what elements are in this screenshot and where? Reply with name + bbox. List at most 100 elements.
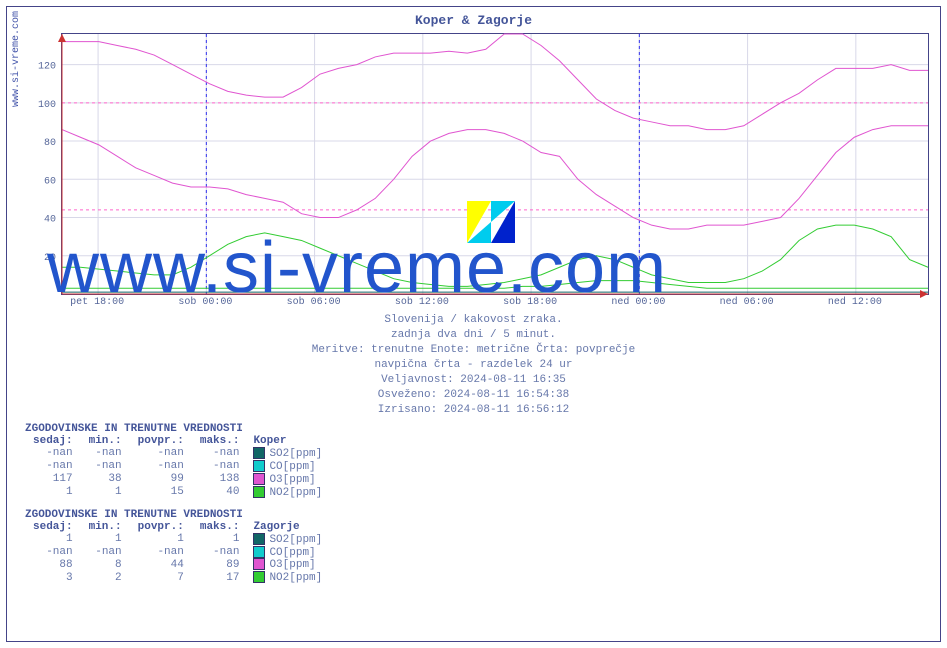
legend-cell: SO2[ppm] — [247, 533, 330, 546]
x-tick-label: sob 06:00 — [287, 297, 341, 308]
table-cell: 117 — [25, 473, 81, 486]
table-section-title: ZGODOVINSKE IN TRENUTNE VREDNOSTI — [25, 423, 330, 435]
svg-text:100: 100 — [38, 100, 56, 111]
chart-frame: www.si-vreme.com Koper & Zagorje 2040608… — [6, 6, 941, 642]
meta-range: zadnja dva dni / 5 minut. — [7, 328, 940, 343]
meta-settings: Meritve: trenutne Enote: metrične Črta: … — [7, 343, 940, 358]
table-group-name: Koper — [247, 435, 330, 447]
svg-text:120: 120 — [38, 62, 56, 73]
x-tick-label: sob 12:00 — [395, 297, 449, 308]
color-swatch-icon — [253, 473, 265, 485]
table-header: maks.: — [192, 435, 248, 447]
color-swatch-icon — [253, 460, 265, 472]
table-row: 8884489O3[ppm] — [25, 558, 330, 571]
table-cell: 15 — [130, 486, 192, 499]
legend-label: NO2[ppm] — [269, 572, 322, 584]
table-cell: -nan — [25, 546, 81, 559]
table-cell: -nan — [81, 447, 130, 460]
values-table: sedaj:min.:povpr.:maks.:Zagorje1111SO2[p… — [25, 521, 330, 585]
legend-label: CO[ppm] — [269, 461, 315, 473]
data-tables: ZGODOVINSKE IN TRENUTNE VREDNOSTIsedaj:m… — [25, 413, 330, 584]
table-row: -nan-nan-nan-nanCO[ppm] — [25, 460, 330, 473]
table-cell: -nan — [81, 460, 130, 473]
table-cell: 1 — [130, 533, 192, 546]
table-cell: 1 — [192, 533, 248, 546]
table-cell: 40 — [192, 486, 248, 499]
color-swatch-icon — [253, 447, 265, 459]
table-header: sedaj: — [25, 521, 81, 533]
values-table: sedaj:min.:povpr.:maks.:Koper-nan-nan-na… — [25, 435, 330, 499]
table-header: povpr.: — [130, 521, 192, 533]
color-swatch-icon — [253, 533, 265, 545]
svg-text:20: 20 — [44, 253, 56, 264]
table-cell: -nan — [130, 460, 192, 473]
chart-title: Koper & Zagorje — [7, 7, 940, 28]
table-cell: 3 — [25, 571, 81, 584]
meta-refreshed: Osveženo: 2024-08-11 16:54:38 — [7, 388, 940, 403]
x-tick-label: pet 18:00 — [70, 297, 124, 308]
color-swatch-icon — [253, 571, 265, 583]
x-tick-label: ned 12:00 — [828, 297, 882, 308]
table-header: maks.: — [192, 521, 248, 533]
table-cell: -nan — [130, 546, 192, 559]
table-cell: 1 — [81, 533, 130, 546]
color-swatch-icon — [253, 558, 265, 570]
table-cell: 38 — [81, 473, 130, 486]
table-group-name: Zagorje — [247, 521, 330, 533]
table-cell: -nan — [192, 546, 248, 559]
x-tick-label: ned 06:00 — [720, 297, 774, 308]
legend-cell: NO2[ppm] — [247, 571, 330, 584]
table-row: -nan-nan-nan-nanSO2[ppm] — [25, 447, 330, 460]
meta-source: Slovenija / kakovost zraka. — [7, 313, 940, 328]
legend-label: SO2[ppm] — [269, 534, 322, 546]
table-cell: -nan — [81, 546, 130, 559]
legend-cell: O3[ppm] — [247, 558, 330, 571]
table-cell: 7 — [130, 571, 192, 584]
table-cell: 17 — [192, 571, 248, 584]
table-cell: 1 — [25, 533, 81, 546]
svg-text:80: 80 — [44, 138, 56, 149]
chart-metadata: Slovenija / kakovost zraka. zadnja dva d… — [7, 313, 940, 418]
table-cell: 8 — [81, 558, 130, 571]
table-cell: 2 — [81, 571, 130, 584]
legend-label: O3[ppm] — [269, 559, 315, 571]
table-cell: -nan — [192, 447, 248, 460]
legend-cell: CO[ppm] — [247, 460, 330, 473]
y-axis-source-label: www.si-vreme.com — [11, 11, 22, 107]
x-tick-label: sob 00:00 — [178, 297, 232, 308]
color-swatch-icon — [253, 546, 265, 558]
table-header: min.: — [81, 435, 130, 447]
table-cell: 44 — [130, 558, 192, 571]
table-cell: 1 — [25, 486, 81, 499]
color-swatch-icon — [253, 486, 265, 498]
table-cell: 138 — [192, 473, 248, 486]
table-cell: 88 — [25, 558, 81, 571]
table-cell: 99 — [130, 473, 192, 486]
legend-label: NO2[ppm] — [269, 487, 322, 499]
legend-label: O3[ppm] — [269, 474, 315, 486]
svg-text:40: 40 — [44, 215, 56, 226]
table-row: 111540NO2[ppm] — [25, 486, 330, 499]
plot-area: 20406080100120 — [61, 33, 929, 295]
legend-cell: SO2[ppm] — [247, 447, 330, 460]
table-section-title: ZGODOVINSKE IN TRENUTNE VREDNOSTI — [25, 509, 330, 521]
line-chart-svg: 20406080100120 — [62, 34, 928, 294]
table-cell: -nan — [25, 460, 81, 473]
legend-label: CO[ppm] — [269, 546, 315, 558]
table-cell: -nan — [130, 447, 192, 460]
table-row: -nan-nan-nan-nanCO[ppm] — [25, 546, 330, 559]
meta-vline: navpična črta - razdelek 24 ur — [7, 358, 940, 373]
table-header: sedaj: — [25, 435, 81, 447]
table-cell: -nan — [25, 447, 81, 460]
legend-cell: CO[ppm] — [247, 546, 330, 559]
x-tick-label: ned 00:00 — [611, 297, 665, 308]
table-header: min.: — [81, 521, 130, 533]
table-header: povpr.: — [130, 435, 192, 447]
legend-cell: O3[ppm] — [247, 473, 330, 486]
table-row: 32717 NO2[ppm] — [25, 571, 330, 584]
meta-validity: Veljavnost: 2024-08-11 16:35 — [7, 373, 940, 388]
x-tick-label: sob 18:00 — [503, 297, 557, 308]
legend-label: SO2[ppm] — [269, 448, 322, 460]
legend-cell: NO2[ppm] — [247, 486, 330, 499]
table-cell: -nan — [192, 460, 248, 473]
